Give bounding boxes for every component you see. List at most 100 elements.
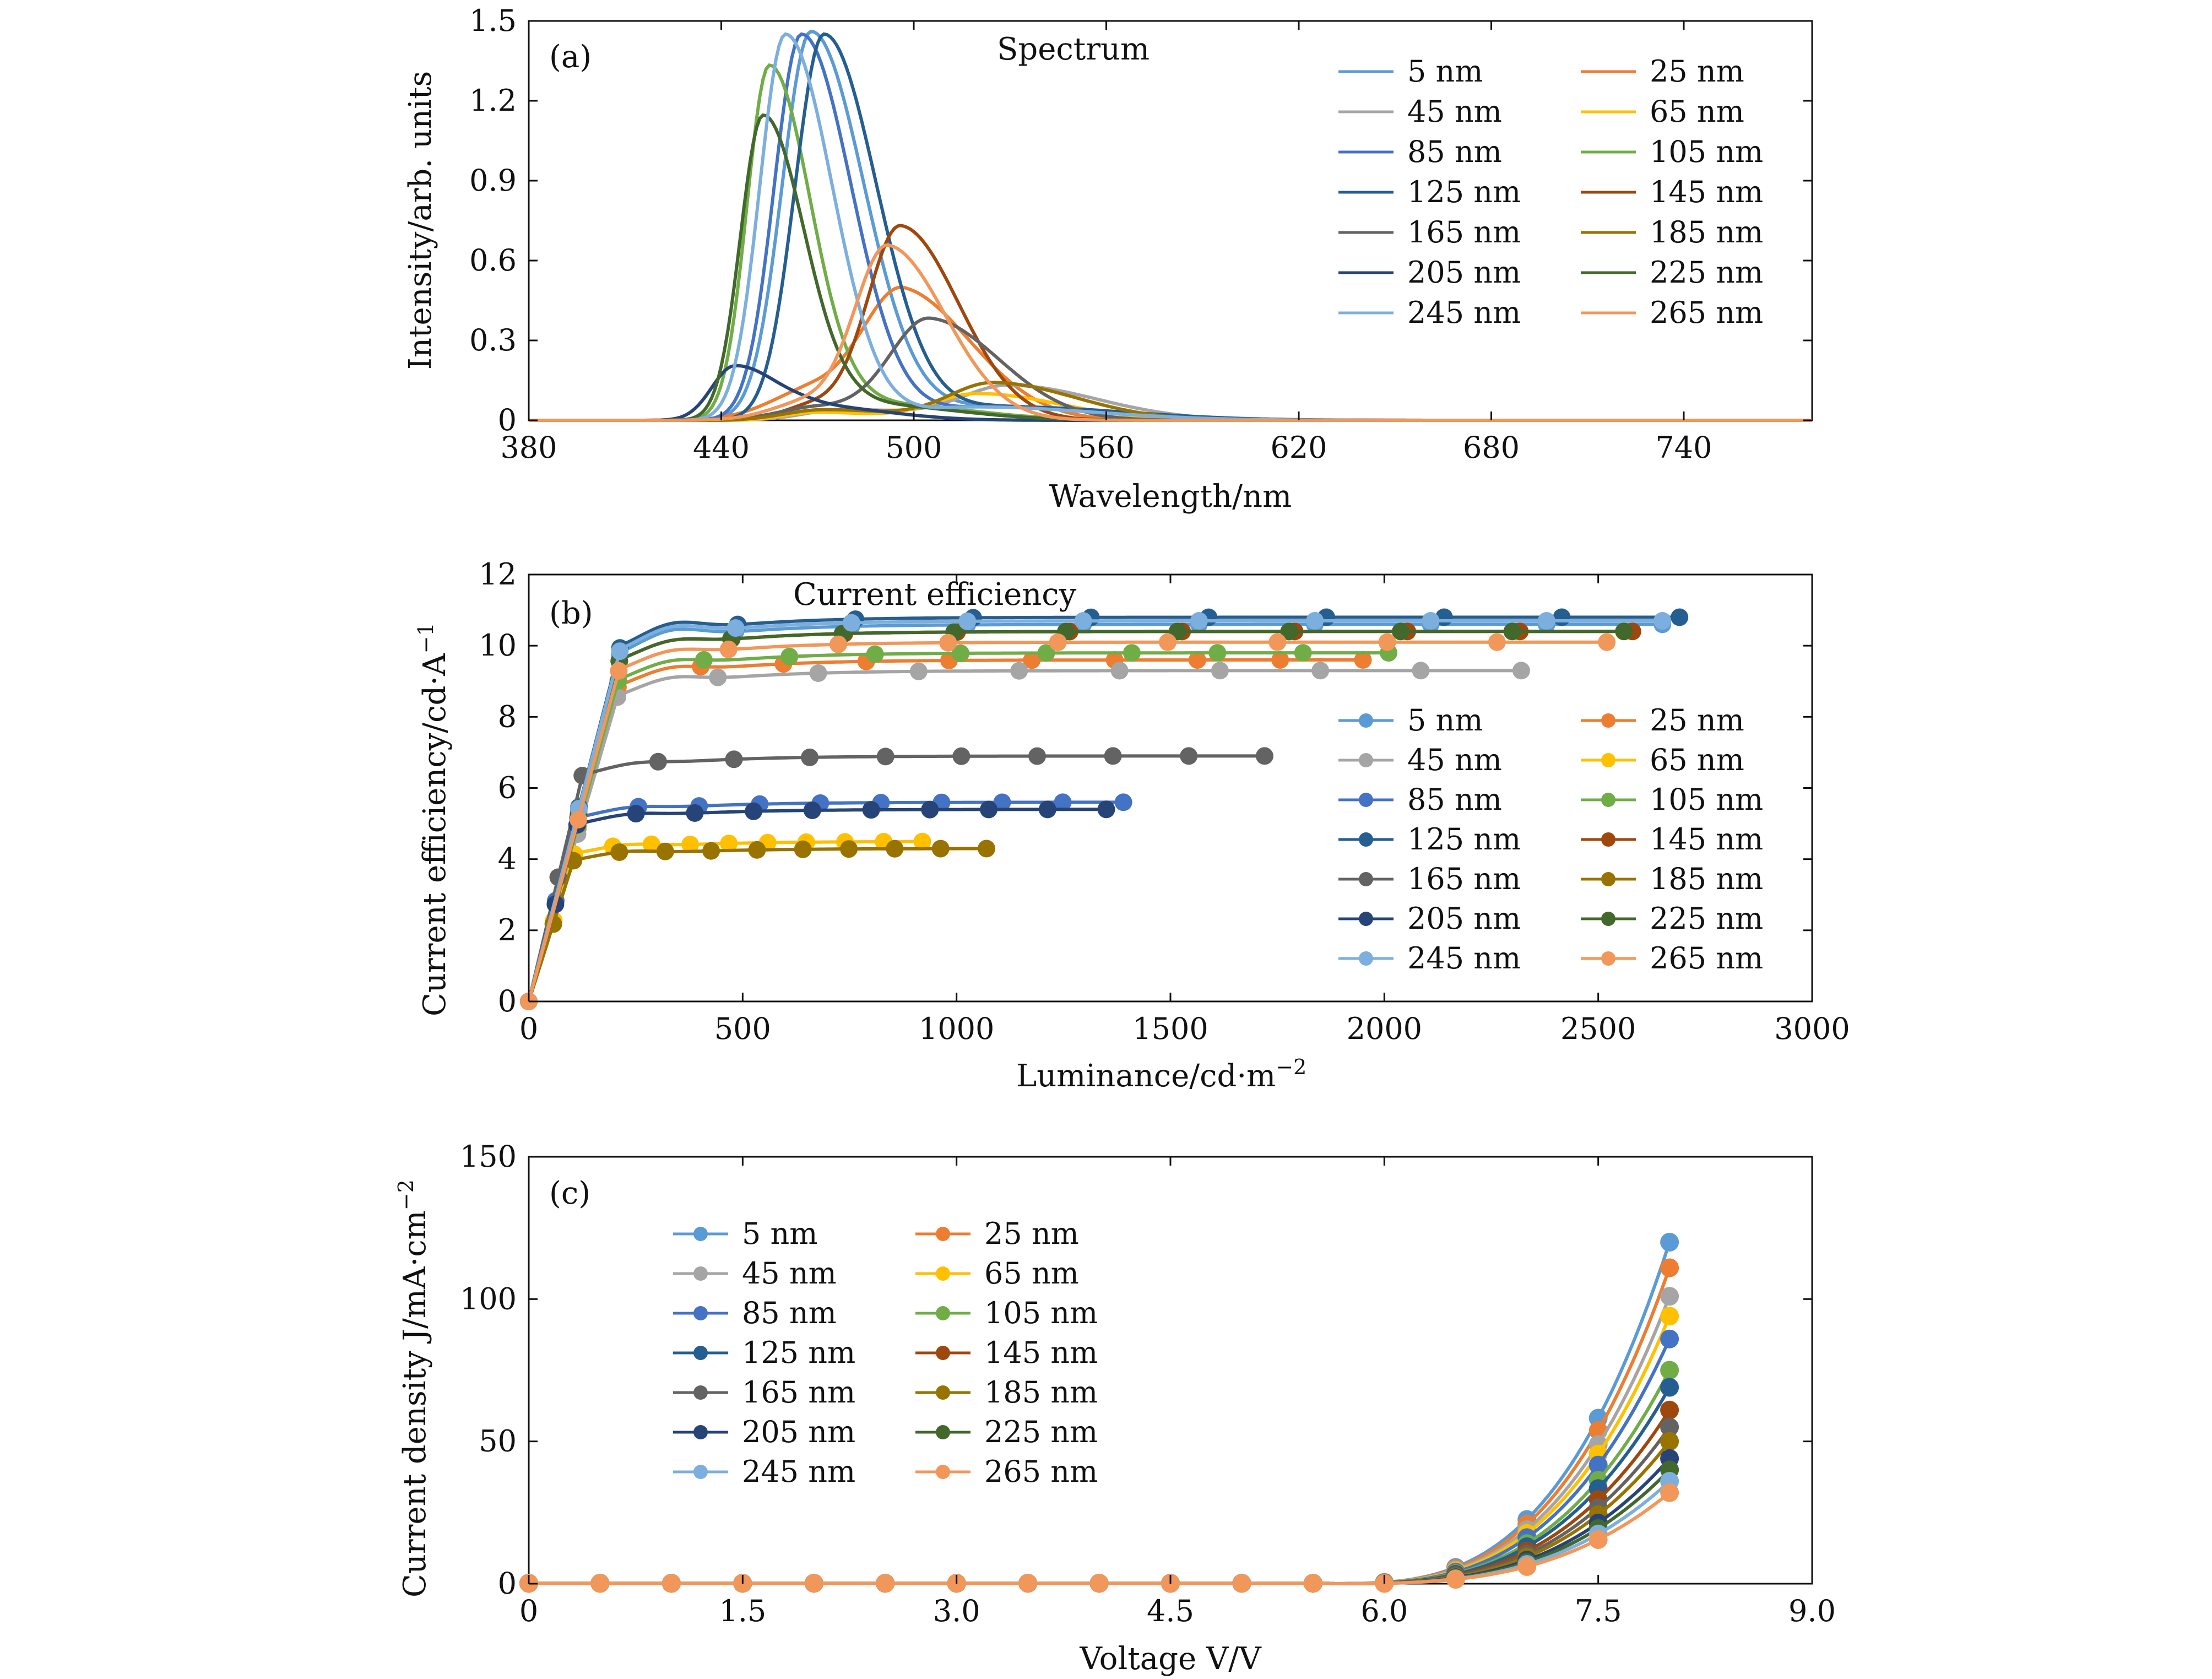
panel-b-legend-marker xyxy=(1601,872,1615,886)
panel-b-data-point xyxy=(952,644,970,662)
panel-b-data-point xyxy=(952,747,971,765)
panel-c-data-point xyxy=(1660,1432,1679,1451)
panel-b-data-point xyxy=(866,645,884,663)
panel-b-series-line xyxy=(527,754,1265,1002)
panel_a-x-tick-label: 680 xyxy=(1463,430,1520,465)
panel-a-legend-label: 45 nm xyxy=(1407,94,1502,129)
panel_b-x-tick-label: 500 xyxy=(714,1011,771,1046)
panel_b-y-tick-label: 8 xyxy=(498,699,517,734)
panel-b-current-efficiency-chart: 0 500 1000 1500 2000 2500 3000 0 2 4 6 8 10 12 (b) C… xyxy=(414,557,1850,1094)
panel-b-legend-marker xyxy=(1601,753,1615,767)
panel-c-data-point xyxy=(1446,1570,1465,1589)
panel_c-x-tick-label: 6.0 xyxy=(1360,1594,1408,1628)
panel-b-data-point xyxy=(909,662,928,680)
panel-b-data-point xyxy=(725,750,743,768)
panel-b-data-point xyxy=(1311,662,1330,680)
panel-a-title: Spectrum xyxy=(997,31,1150,67)
panel-b-data-point xyxy=(1114,793,1132,811)
panel-b-data-point xyxy=(1306,612,1324,630)
panel-b-series-line xyxy=(527,840,923,1002)
panel-c-data-point xyxy=(1660,1483,1679,1502)
panel-b-legend-marker xyxy=(1601,832,1615,847)
panel_a-x-tick-label: 740 xyxy=(1655,430,1712,465)
panel-b-data-point xyxy=(1280,622,1298,641)
panel-a-series-group xyxy=(529,29,1812,422)
panel-b-data-point xyxy=(1180,747,1198,765)
panel-c-legend-label: 5 nm xyxy=(742,1216,818,1251)
panel-b-data-point xyxy=(727,619,745,637)
panel-a-legend-item: 205 nm xyxy=(1338,255,1521,290)
panel-a-spectrum-chart: 380 440 500 560 620 680 740 0 0.3 0.6 0.9 1.2 1.5 (… xyxy=(403,3,1813,514)
panel_a-y-tick-label: 0.6 xyxy=(469,243,517,278)
panel-c-legend-label: 225 nm xyxy=(984,1415,1098,1449)
panel-c-data-point xyxy=(1660,1287,1679,1306)
panel-a-legend-item: 25 nm xyxy=(1581,54,1744,89)
panel-c-legend-label: 265 nm xyxy=(984,1454,1098,1489)
panel-c-legend-label: 185 nm xyxy=(984,1375,1098,1410)
panel-b-legend-label: 165 nm xyxy=(1407,862,1521,896)
panel-b-data-point xyxy=(1023,651,1041,669)
panel-b-data-point xyxy=(803,801,821,819)
panel-b-series-line xyxy=(527,651,1389,1002)
panel_a-y-tick-label: 1.5 xyxy=(469,3,517,38)
panel_c-y-tick-label: 150 xyxy=(460,1139,517,1174)
panel-b-legend-label: 105 nm xyxy=(1650,782,1763,817)
panel-b-data-point xyxy=(611,642,629,660)
panel-b-legend-label: 245 nm xyxy=(1407,941,1521,976)
panel-c-data-point xyxy=(1660,1378,1679,1397)
panel-b-legend-marker xyxy=(1359,951,1373,966)
panel-b-legend-label: 185 nm xyxy=(1650,862,1763,896)
panel-b-data-point xyxy=(719,640,738,658)
panel-c-data-point xyxy=(1660,1233,1679,1252)
panel-b-data-point xyxy=(1268,633,1287,651)
panel-b-series-line xyxy=(527,640,1607,1002)
panel-b-legend-label: 265 nm xyxy=(1650,941,1763,976)
panel-c-legend-label: 105 nm xyxy=(984,1296,1098,1330)
panel-b-data-point xyxy=(569,810,587,828)
panel-c-legend-label: 245 nm xyxy=(742,1454,855,1489)
panel-b-series-line xyxy=(527,615,1680,1002)
panel_b-x-tick-label: 2500 xyxy=(1560,1011,1636,1046)
panel-b-data-point xyxy=(1159,633,1177,651)
panel-a-legend-label: 105 nm xyxy=(1650,134,1763,169)
panel_b-y-tick-label: 6 xyxy=(498,771,517,805)
panel-c-legend-marker xyxy=(936,1227,950,1241)
panel-c-data-point xyxy=(1588,1455,1608,1475)
panel-c-y-ticks: 0 50 100 150 xyxy=(460,1139,1812,1601)
panel-b-data-point xyxy=(840,840,858,858)
panel-c-legend-marker xyxy=(936,1465,950,1479)
panel-b-data-point xyxy=(1412,662,1430,680)
panel-b-data-point xyxy=(681,836,700,853)
panel-b-legend-marker xyxy=(1359,872,1373,886)
panel-b-series-line xyxy=(527,658,1363,1002)
panel-c-legend-item: 245 nm xyxy=(673,1454,855,1489)
panel-a-legend-label: 65 nm xyxy=(1650,94,1744,129)
panel-c-legend-item: 25 nm xyxy=(915,1216,1079,1251)
panel_a-y-tick-label: 0.9 xyxy=(469,163,517,198)
panel-b-data-point xyxy=(829,635,847,653)
panel-a-series-line xyxy=(529,224,1812,422)
panel-c-legend-item: 225 nm xyxy=(915,1415,1098,1449)
panel-b-data-point xyxy=(1488,633,1506,651)
panel-a-legend-label: 145 nm xyxy=(1650,175,1763,209)
panel-b-data-point xyxy=(1255,747,1273,765)
panel-c-data-point xyxy=(1018,1574,1038,1593)
panel-c-legend-item: 5 nm xyxy=(673,1216,818,1251)
panel-b-data-point xyxy=(627,805,645,823)
panel-b-data-point xyxy=(686,804,704,822)
panel-b-data-point xyxy=(656,842,674,860)
panel-c-data-point xyxy=(1660,1258,1679,1277)
panel-b-legend-label: 5 nm xyxy=(1407,703,1483,738)
panel-b-data-point xyxy=(801,748,819,766)
panel-b-y-axis-label-text: Current efficiency/cd·A xyxy=(417,653,453,1016)
panel-b-data-point xyxy=(1104,747,1122,765)
panel-c-legend-marker xyxy=(936,1346,950,1360)
panel_c-y-tick-label: 50 xyxy=(479,1424,517,1459)
panel-b-data-point xyxy=(1190,612,1208,630)
panel-b-data-point xyxy=(745,802,763,820)
panel-b-legend-label: 45 nm xyxy=(1407,743,1502,777)
panel-b-data-point xyxy=(1503,622,1521,641)
panel-c-legend-marker xyxy=(693,1346,708,1360)
panel-b-legend-item: 225 nm xyxy=(1581,901,1763,936)
panel-b-data-point xyxy=(1671,608,1689,626)
